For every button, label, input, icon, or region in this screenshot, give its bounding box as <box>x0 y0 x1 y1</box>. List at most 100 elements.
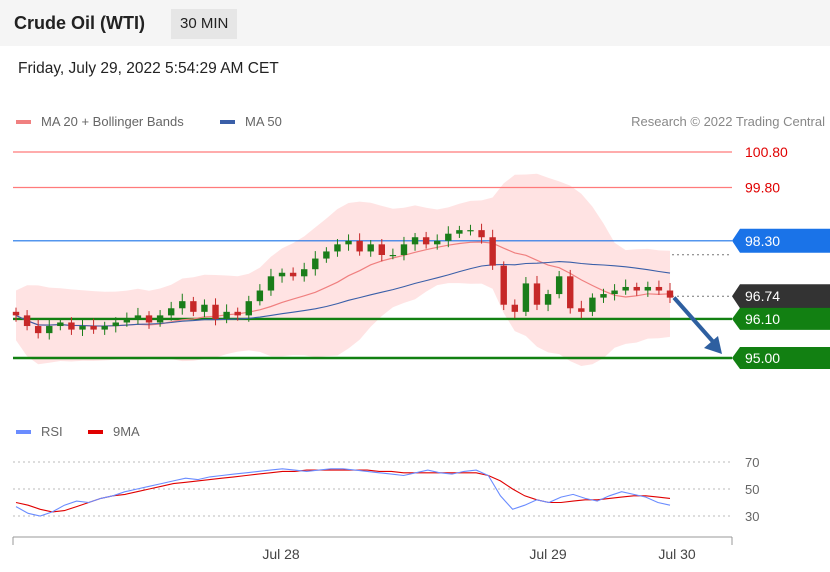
level-98-30: 98.30 <box>13 228 830 256</box>
x-tick-label-1: Jul 29 <box>529 546 567 562</box>
candle-body <box>289 272 297 277</box>
ma20-legend-label: MA 20 + Bollinger Bands <box>41 114 184 129</box>
candle-13 <box>156 310 164 327</box>
candle-body <box>90 326 97 330</box>
candle-body <box>533 283 541 305</box>
candle-0 <box>12 307 20 322</box>
candle-4 <box>57 318 64 331</box>
timeframe-button[interactable]: 30 MIN <box>171 9 238 39</box>
last-price-label: 96.74 <box>745 288 780 304</box>
legend-rsi: RSI <box>16 424 63 439</box>
rsi-line <box>15 468 671 517</box>
candle-body <box>666 290 674 298</box>
candle-7 <box>90 318 97 334</box>
candle-body <box>201 304 208 312</box>
legend-9ma: 9MA <box>88 424 140 439</box>
candle-18 <box>212 298 219 326</box>
ma50-line <box>15 261 671 327</box>
candle-body <box>334 244 341 252</box>
x-tick-label-2: Jul 30 <box>658 546 696 562</box>
candle-body <box>555 276 563 295</box>
candle-body <box>46 326 53 334</box>
candle-body <box>589 297 596 312</box>
candle-21 <box>245 295 252 322</box>
candle-43 <box>489 229 496 270</box>
level-100-80: 100.80 <box>13 144 788 160</box>
candle-46 <box>522 277 530 317</box>
candle-body <box>411 237 419 245</box>
candle-body <box>34 326 42 334</box>
candle-9 <box>112 317 119 333</box>
support-label-box <box>732 307 830 330</box>
candle-20 <box>234 307 241 321</box>
x-axis: Jul 28 Jul 29 Jul 30 <box>12 536 733 562</box>
candle-37 <box>422 231 430 249</box>
candle-52 <box>589 293 596 317</box>
candle-body <box>544 294 552 305</box>
candle-40 <box>456 225 463 238</box>
candle-body <box>422 237 430 245</box>
candle-44 <box>500 261 507 311</box>
ma50-swatch <box>220 119 235 124</box>
candle-body <box>389 255 397 257</box>
candle-16 <box>190 296 197 317</box>
candle-14 <box>167 301 175 321</box>
x-tick-label-0: Jul 28 <box>262 546 300 562</box>
ma9-legend-label: 9MA <box>113 424 140 439</box>
level-96-10: 96.10 <box>13 307 830 330</box>
candle-body <box>234 311 241 316</box>
candle-body <box>301 269 308 277</box>
candle-47 <box>533 275 541 311</box>
candle-42 <box>478 223 485 244</box>
candle-body <box>145 315 153 323</box>
candle-body <box>323 251 330 259</box>
candle-body <box>345 240 352 245</box>
candle-body <box>522 283 530 312</box>
level-95-00: 95.00 <box>13 347 830 369</box>
resistance-label: 100.80 <box>745 144 788 160</box>
candle-54 <box>611 284 618 301</box>
chart-header: Crude Oil (WTI) 30 MIN <box>0 0 830 46</box>
candle-body <box>190 301 197 312</box>
candle-15 <box>179 293 186 315</box>
candle-3 <box>46 318 53 340</box>
candle-body <box>156 315 164 323</box>
candles <box>12 223 674 340</box>
candle-body <box>101 326 108 330</box>
candle-57 <box>644 281 652 297</box>
candle-50 <box>567 269 574 314</box>
bollinger-band <box>16 173 670 366</box>
candle-body <box>567 276 574 309</box>
candle-31 <box>356 233 363 256</box>
candle-26 <box>301 262 308 282</box>
candle-body <box>655 286 663 291</box>
candle-body <box>278 272 286 277</box>
last-price-box <box>732 284 830 309</box>
candle-19 <box>223 304 230 324</box>
candle-body <box>68 322 75 330</box>
rsi-panel: 70 50 30 <box>13 455 759 524</box>
candle-body <box>112 322 119 327</box>
candle-6 <box>79 319 86 336</box>
candle-body <box>578 308 585 312</box>
candle-body <box>456 230 463 234</box>
support-label: 95.00 <box>745 350 780 366</box>
candle-55 <box>622 279 629 295</box>
candle-body <box>256 290 264 302</box>
candle-body <box>312 258 319 270</box>
candle-36 <box>411 232 419 251</box>
ma9-swatch <box>88 429 103 434</box>
candle-body <box>600 294 607 298</box>
candle-32 <box>367 240 374 257</box>
candle-body <box>134 315 142 319</box>
candle-29 <box>334 239 341 257</box>
legend-ma50: MA 50 <box>220 114 282 129</box>
candle-body <box>500 265 507 305</box>
rsi-tick-50: 50 <box>745 482 759 497</box>
candle-22 <box>256 284 264 306</box>
candle-body <box>467 230 474 232</box>
pivot-label: 98.30 <box>745 233 780 249</box>
candle-body <box>123 318 131 323</box>
research-credit: Research © 2022 Trading Central <box>631 114 825 129</box>
